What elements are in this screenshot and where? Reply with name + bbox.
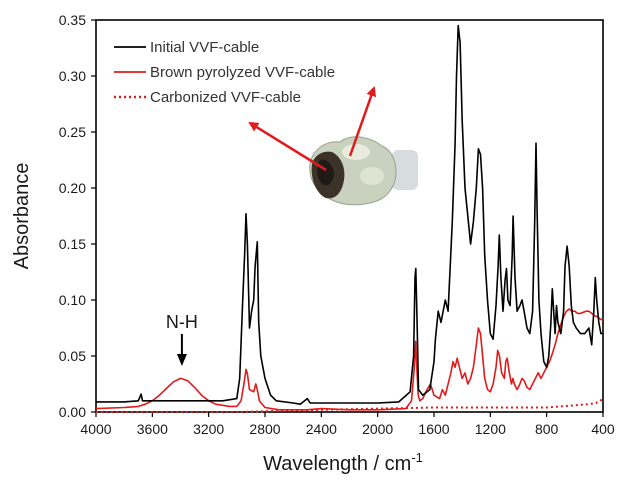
nh-annotation-label: N-H <box>166 312 198 332</box>
plot-frame <box>95 19 604 413</box>
series-layer <box>95 24 604 413</box>
nh-arrow-head <box>176 354 187 366</box>
y-tick-label: 0.15 <box>59 236 86 252</box>
y-tick-label: 0.05 <box>59 348 86 364</box>
legend-label: Initial VVF-cable <box>150 39 259 56</box>
axes <box>95 19 604 413</box>
x-tick-label: 400 <box>591 421 615 437</box>
y-tick-label: 0.35 <box>59 12 86 28</box>
x-tick-label: 800 <box>535 421 559 437</box>
x-tick-label: 2000 <box>362 421 393 437</box>
y-tick-label: 0.30 <box>59 68 86 84</box>
cable-sample-photo <box>309 136 418 206</box>
x-axis-title-superscript: -1 <box>411 450 423 465</box>
x-tick-label: 3600 <box>137 421 168 437</box>
x-tick-label: 1200 <box>475 421 506 437</box>
annotation: N-H <box>166 312 198 366</box>
x-tick-label: 2800 <box>249 421 280 437</box>
y-tick-label: 0.25 <box>59 124 86 140</box>
series-line-1 <box>95 308 604 411</box>
ticks: 4000 3600 3200 2800 2400 2000 1600 1200 800 400 0.… <box>59 12 615 437</box>
legend: Initial VVF-cable Brown pyrolyzed VVF-cab… <box>114 39 377 172</box>
legend-label: Brown pyrolyzed VVF-cable <box>150 64 335 81</box>
x-tick-label: 2400 <box>306 421 337 437</box>
series-line-0 <box>96 24 603 405</box>
y-axis-title: Absorbance <box>11 163 33 270</box>
x-tick-label: 3200 <box>193 421 224 437</box>
y-tick-label: 0.20 <box>59 180 86 196</box>
series-line-2 <box>96 397 604 413</box>
photo-arrow-left <box>248 121 327 172</box>
x-tick-label: 4000 <box>80 421 111 437</box>
photo-arrow-up <box>348 86 377 157</box>
axis-titles: Absorbance Wavelength / cm-1 <box>11 163 423 475</box>
legend-label: Carbonized VVF-cable <box>150 89 301 106</box>
y-tick-label: 0.10 <box>59 292 86 308</box>
x-axis-title: Wavelength / cm-1 <box>263 450 423 475</box>
x-tick-label: 1600 <box>418 421 449 437</box>
x-axis-title-main: Wavelength / cm <box>263 453 411 475</box>
y-tick-label: 0.00 <box>59 404 86 420</box>
